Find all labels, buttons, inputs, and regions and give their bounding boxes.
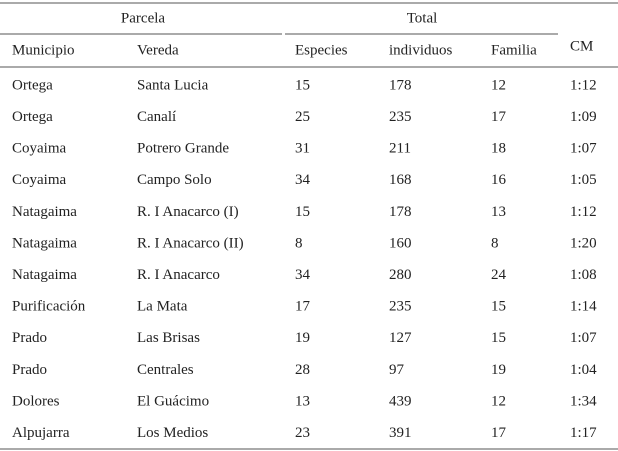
cell: Coyaima [12,172,66,188]
cell: Coyaima [12,141,66,157]
column-header: CM [570,38,593,54]
cell: 1:08 [570,267,597,283]
cell: R. I Anacarco (II) [137,235,244,251]
cell: La Mata [137,299,188,315]
cell: 160 [389,235,412,251]
cell: Prado [12,330,47,346]
cell: 1:07 [570,141,597,157]
cell: Ortega [12,77,53,93]
cell: El Guácimo [137,393,209,409]
cell: 15 [295,77,310,93]
cell: 1:04 [570,362,597,378]
cell: 1:07 [570,330,597,346]
cell: 1:14 [570,299,597,315]
cell: 1:17 [570,425,597,441]
cell: 211 [389,141,411,157]
cell: 15 [491,330,506,346]
cell: 15 [295,204,310,220]
cell: Natagaima [12,204,77,220]
cell: 28 [295,362,310,378]
cell: Prado [12,362,47,378]
cell: 13 [295,393,310,409]
cell: 439 [389,393,412,409]
cell: Las Brisas [137,330,200,346]
cell: Campo Solo [137,172,212,188]
cell: 235 [389,109,412,125]
cell: R. I Anacarco (I) [137,204,239,220]
cell: 13 [491,204,506,220]
cell: 17 [491,425,507,441]
cell: 12 [491,393,506,409]
cell: Natagaima [12,267,77,283]
cell: Potrero Grande [137,141,229,157]
cell: 178 [389,204,412,220]
cell: 1:12 [570,204,597,220]
cell: 127 [389,330,412,346]
column-header: Familia [491,42,537,58]
cell: 17 [295,299,311,315]
cell: 19 [295,330,310,346]
cell: 280 [389,267,412,283]
cell: Los Medios [137,425,208,441]
cell: 31 [295,141,310,157]
column-header: Municipio [12,42,75,58]
cell: Alpujarra [12,425,70,441]
cell: Centrales [137,362,194,378]
cell: 16 [491,172,507,188]
cell: 19 [491,362,506,378]
column-header: Vereda [137,42,179,58]
cell: Purificación [12,299,86,315]
column-header: Especies [295,42,348,58]
cell: 1:20 [570,235,597,251]
cell: 34 [295,267,311,283]
cell: 1:34 [570,393,597,409]
cell: Dolores [12,393,60,409]
cell: 1:05 [570,172,597,188]
cell: 1:12 [570,77,597,93]
cell: 391 [389,425,412,441]
cell: R. I Anacarco [137,267,220,283]
group-header: Total [407,10,438,26]
column-header: individuos [389,42,453,58]
cell: 34 [295,172,311,188]
cell: 17 [491,109,507,125]
cell: Ortega [12,109,53,125]
cell: 178 [389,77,412,93]
cell: 168 [389,172,412,188]
cell: 25 [295,109,310,125]
cell: 24 [491,267,507,283]
cell: 97 [389,362,405,378]
cell: Santa Lucia [137,77,209,93]
cell: Natagaima [12,235,77,251]
cell: 8 [295,235,303,251]
cell: 8 [491,235,499,251]
cell: 23 [295,425,310,441]
cell: 15 [491,299,506,315]
cell: 12 [491,77,506,93]
cell: Canalí [137,109,176,125]
cell: 18 [491,141,506,157]
cell: 235 [389,299,412,315]
cell: 1:09 [570,109,597,125]
group-header: Parcela [121,10,165,26]
